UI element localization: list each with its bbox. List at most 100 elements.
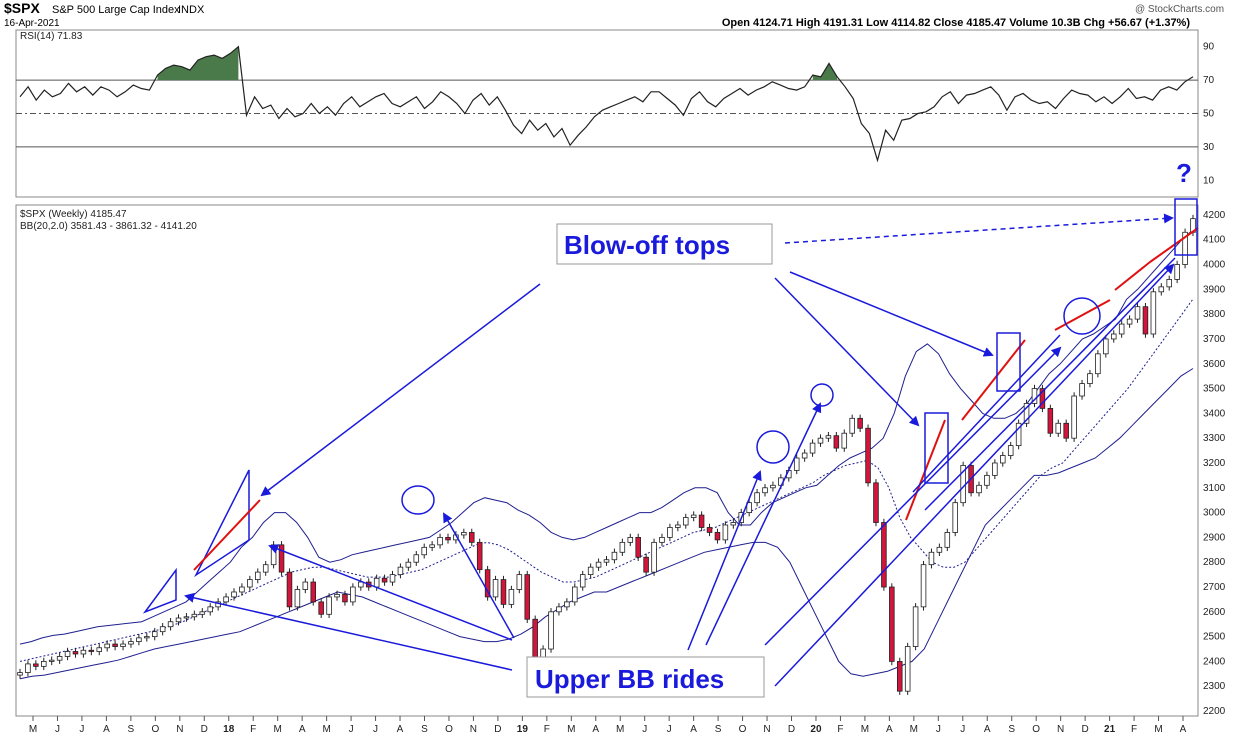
candle-body	[80, 649, 87, 655]
rsi-ticks: 10 30 50 70 90	[1203, 42, 1215, 187]
x-tick-label: D	[788, 724, 795, 735]
arrow-blowoff-2	[774, 277, 920, 427]
candle-body	[1095, 353, 1101, 375]
candle-body	[841, 432, 848, 449]
ohlc-readout: Open 4124.71 High 4191.31 Low 4114.82 Cl…	[722, 17, 1190, 29]
rsi-title: RSI(14) 71.83	[20, 31, 83, 42]
arrow-blowoff-1	[260, 283, 541, 497]
candle-body	[373, 577, 380, 588]
x-tick-label: D	[201, 724, 208, 735]
x-tick-label: M	[616, 724, 624, 735]
candle-body	[952, 502, 958, 533]
price-tick-label: 2600	[1203, 607, 1226, 618]
candle-body	[556, 606, 562, 613]
exchange: INDX	[178, 4, 205, 16]
candle-body	[437, 536, 443, 546]
rsi-tick-label: 90	[1203, 42, 1215, 53]
x-tick-label: A	[886, 724, 893, 735]
price-tick-label: 3300	[1203, 433, 1226, 444]
candle-body	[754, 492, 760, 504]
trend-line-4	[1054, 299, 1111, 331]
candle-body	[881, 522, 887, 588]
x-tick-label: J	[55, 724, 60, 735]
arrow-blowoff-4	[784, 213, 1174, 244]
candle-body	[611, 551, 618, 561]
x-axis: M J J A S O N D 18 F M A M J J A S O N D 19 F M A M J J A S O N D 20 F M A M…	[29, 716, 1187, 735]
rsi-tick-label: 70	[1203, 75, 1215, 86]
candle-body	[1079, 383, 1085, 397]
trend-line-3	[961, 339, 1026, 421]
candle-body	[984, 474, 990, 486]
candle-body	[492, 579, 499, 598]
candle-body	[651, 541, 657, 573]
candle-body	[484, 569, 491, 598]
candle-body	[159, 626, 166, 633]
candle-body	[722, 524, 729, 541]
candle-body	[1063, 422, 1069, 439]
upperbb-label: Upper BB rides	[535, 664, 724, 694]
arrow-bb-2	[268, 544, 513, 641]
candle-body	[1166, 279, 1172, 288]
candle-body	[659, 536, 665, 543]
x-tick-label: A	[1180, 724, 1187, 735]
rsi-overbought-fill	[157, 46, 239, 81]
candle-body	[128, 641, 134, 645]
candle-body	[207, 606, 213, 613]
box-3	[1174, 198, 1198, 256]
candle-body	[469, 532, 475, 543]
x-tick-label: J	[960, 724, 965, 735]
x-tick-label: S	[715, 724, 722, 735]
candle-body	[500, 579, 507, 605]
price-panel: 2200 2300 2400 2500 2600 2700 2800 2900 3000 3100…	[15, 204, 1226, 717]
price-title: $SPX (Weekly) 4185.47	[20, 209, 127, 220]
x-tick-label: F	[544, 724, 550, 735]
bb-upper-line	[19, 229, 1194, 645]
x-tick-label: N	[470, 724, 477, 735]
candle-body	[64, 651, 71, 657]
candle-body	[255, 571, 261, 580]
candle-body	[1126, 318, 1133, 325]
symbol: $SPX	[4, 0, 40, 16]
candle-body	[532, 618, 538, 660]
blowoff-label: Blow-off tops	[564, 230, 730, 260]
x-tick-label: A	[397, 724, 404, 735]
candle-body	[476, 541, 483, 571]
price-tick-label: 2300	[1203, 681, 1226, 692]
x-tick-label: A	[690, 724, 697, 735]
rsi-tick-label: 30	[1203, 142, 1215, 153]
x-tick-label: J	[642, 724, 647, 735]
price-tick-label: 4200	[1203, 210, 1226, 221]
bb-legend: BB(20,2.0) 3581.43 - 3861.32 - 4141.20	[20, 221, 197, 232]
candle-body	[762, 487, 768, 494]
price-tick-label: 4100	[1203, 235, 1226, 246]
circle-4	[1063, 297, 1101, 335]
candle-body	[809, 442, 816, 454]
x-tick-label: D	[494, 724, 501, 735]
candle-body	[865, 427, 871, 484]
price-frame	[15, 204, 1199, 717]
candle-body	[548, 611, 554, 650]
x-tick-label: F	[250, 724, 256, 735]
x-tick-label: O	[445, 724, 453, 735]
candle-body	[231, 591, 237, 598]
x-tick-label: J	[667, 724, 672, 735]
candle-body	[857, 417, 863, 429]
candle-body	[1142, 306, 1149, 335]
candle-body	[278, 544, 285, 573]
x-tick-label: M	[1154, 724, 1162, 735]
x-tick-label: M	[29, 724, 37, 735]
candle-body	[1071, 395, 1077, 439]
candle-body	[627, 536, 634, 543]
candle-body	[643, 556, 649, 573]
circle-3	[810, 383, 834, 407]
arrow-bb-6	[764, 346, 1062, 646]
trend-line-6	[1149, 227, 1199, 263]
candle-body	[564, 601, 570, 608]
candle-body	[770, 484, 776, 489]
candle-body	[920, 564, 927, 608]
x-tick-label: F	[837, 724, 843, 735]
candle-body	[801, 452, 808, 459]
candle-body	[603, 559, 610, 563]
x-tick-label: J	[373, 724, 378, 735]
